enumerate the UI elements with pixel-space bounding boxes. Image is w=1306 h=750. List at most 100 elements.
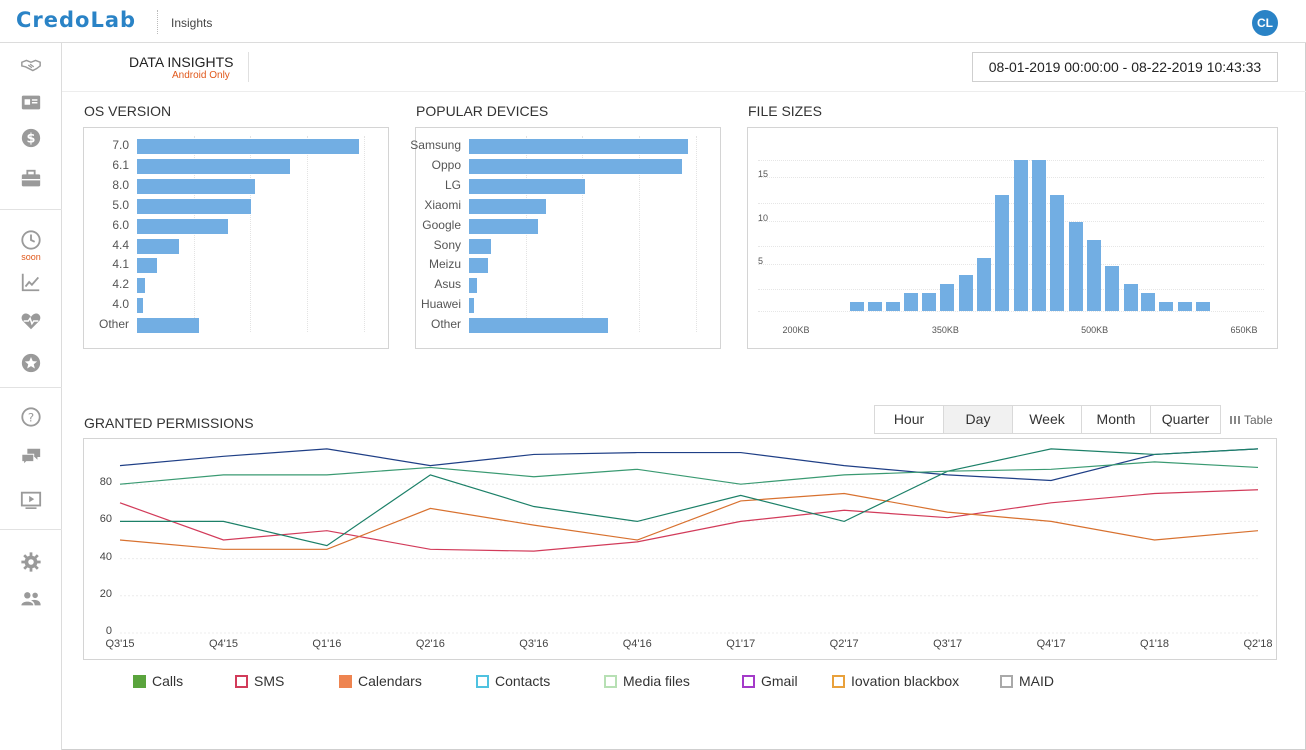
series-line-calls[interactable] bbox=[119, 448, 1259, 482]
file-sizes-bar[interactable] bbox=[1049, 195, 1064, 311]
os-version-bar[interactable] bbox=[137, 238, 180, 254]
legend-item-calendars[interactable]: Calendars bbox=[339, 673, 422, 689]
tab-month[interactable]: Month bbox=[1082, 406, 1151, 433]
os-version-bar[interactable] bbox=[137, 139, 359, 154]
user-avatar[interactable]: CL bbox=[1252, 10, 1278, 36]
devices-bar[interactable] bbox=[469, 258, 489, 274]
file-sizes-bar[interactable] bbox=[1196, 302, 1211, 311]
legend-swatch bbox=[832, 674, 845, 688]
file-sizes-title: FILE SIZES bbox=[748, 103, 822, 119]
file-sizes-bar[interactable] bbox=[1123, 284, 1138, 311]
series-line-media-files[interactable] bbox=[119, 461, 1259, 485]
os-version-tick-label: 5.0 bbox=[112, 197, 129, 212]
file-sizes-bar[interactable] bbox=[1013, 159, 1028, 311]
tab-day[interactable]: Day bbox=[944, 406, 1013, 433]
file-sizes-x-tick: 200KB bbox=[782, 325, 810, 335]
sidebar-item-partners[interactable] bbox=[0, 50, 62, 80]
file-sizes-bar[interactable] bbox=[849, 302, 864, 311]
legend-swatch bbox=[476, 674, 489, 688]
os-version-bar[interactable] bbox=[137, 158, 290, 174]
devices-bar[interactable] bbox=[469, 158, 682, 174]
file-sizes-bar[interactable] bbox=[959, 275, 974, 311]
os-version-bar[interactable] bbox=[137, 278, 146, 294]
popular-devices-chart: Samsung Oppo LG Xiaomi Google Sony Meizu Asus Hu… bbox=[410, 127, 721, 349]
file-sizes-bar[interactable] bbox=[995, 195, 1010, 311]
legend-swatch bbox=[604, 674, 617, 688]
series-line-contacts[interactable] bbox=[120, 448, 1259, 547]
table-view-toggle[interactable]: Table bbox=[1230, 413, 1273, 427]
os-version-tick-label: 4.1 bbox=[112, 257, 129, 272]
devices-bar[interactable] bbox=[469, 278, 478, 294]
sidebar-item-team[interactable] bbox=[0, 584, 62, 614]
id-card-icon bbox=[21, 95, 41, 110]
os-version-tick-label: Other bbox=[98, 317, 129, 332]
page-title: DATA INSIGHTS bbox=[129, 54, 234, 70]
play-icon bbox=[20, 491, 42, 509]
sidebar-item-help[interactable]: ? bbox=[0, 402, 62, 432]
series-line-sms[interactable] bbox=[119, 489, 1259, 552]
sidebar-item-settings[interactable] bbox=[0, 547, 62, 577]
devices-bar[interactable] bbox=[469, 298, 475, 314]
file-sizes-y-tick: 5 bbox=[758, 255, 764, 266]
credolab-logo[interactable]: CredoLab bbox=[16, 8, 137, 32]
file-sizes-bar[interactable] bbox=[940, 284, 955, 311]
os-version-chart: 7.0 6.1 8.0 5.0 6.0 4.4 4.1 4.2 4.0 Other bbox=[83, 127, 389, 349]
tab-hour[interactable]: Hour bbox=[875, 406, 944, 433]
sidebar-item-videos[interactable] bbox=[0, 485, 62, 515]
legend-item-iovation-blackbox[interactable]: Iovation blackbox bbox=[832, 673, 959, 689]
file-sizes-bar[interactable] bbox=[885, 302, 900, 311]
tab-quarter[interactable]: Quarter bbox=[1151, 406, 1220, 433]
sidebar-item-history[interactable] bbox=[0, 225, 62, 255]
os-version-tick-label: 4.2 bbox=[112, 277, 129, 292]
sidebar-item-messages[interactable] bbox=[0, 442, 62, 472]
os-version-bar[interactable] bbox=[137, 298, 143, 314]
file-sizes-bar[interactable] bbox=[1086, 239, 1101, 311]
permissions-x-tick: Q1'17 bbox=[726, 638, 756, 650]
file-sizes-bar[interactable] bbox=[1159, 302, 1174, 311]
devices-bar[interactable] bbox=[469, 198, 547, 214]
legend-item-gmail[interactable]: Gmail bbox=[742, 673, 798, 689]
file-sizes-bar[interactable] bbox=[1031, 159, 1046, 311]
sidebar-item-billing[interactable]: $ bbox=[0, 123, 62, 153]
sidebar-item-profiles[interactable] bbox=[0, 87, 62, 117]
permissions-x-tick: Q1'18 bbox=[1140, 638, 1170, 650]
os-version-bar[interactable] bbox=[137, 198, 252, 214]
sidebar-item-portfolio[interactable] bbox=[0, 164, 62, 194]
legend-item-calls[interactable]: Calls bbox=[133, 673, 183, 689]
tab-week[interactable]: Week bbox=[1013, 406, 1082, 433]
legend-item-sms[interactable]: SMS bbox=[235, 673, 284, 689]
legend-item-media-files[interactable]: Media files bbox=[604, 673, 690, 689]
soon-badge: soon bbox=[21, 252, 41, 262]
file-sizes-bar[interactable] bbox=[867, 302, 882, 311]
devices-bar[interactable] bbox=[469, 218, 539, 234]
devices-bar[interactable] bbox=[469, 318, 608, 334]
star-icon bbox=[21, 353, 41, 373]
users-icon bbox=[21, 592, 41, 606]
table-label: Table bbox=[1244, 413, 1273, 427]
os-version-bar[interactable] bbox=[137, 218, 228, 234]
devices-bar[interactable] bbox=[469, 238, 492, 254]
sidebar-item-health[interactable] bbox=[0, 306, 62, 336]
file-sizes-x-tick: 650KB bbox=[1230, 325, 1258, 335]
sidebar-item-favorites[interactable] bbox=[0, 348, 62, 378]
file-sizes-bar[interactable] bbox=[977, 257, 992, 311]
file-sizes-bar[interactable] bbox=[922, 293, 937, 311]
devices-bar[interactable] bbox=[469, 178, 586, 194]
date-range-picker[interactable]: 08-01-2019 00:00:00 - 08-22-2019 10:43:3… bbox=[972, 52, 1278, 82]
series-line-calendars[interactable] bbox=[119, 492, 1259, 550]
file-sizes-bar[interactable] bbox=[1068, 221, 1083, 311]
legend-label: SMS bbox=[254, 673, 285, 689]
file-sizes-bar[interactable] bbox=[1104, 266, 1119, 311]
os-version-bar[interactable] bbox=[137, 318, 200, 334]
legend-swatch bbox=[1000, 674, 1013, 688]
file-sizes-bar[interactable] bbox=[904, 293, 919, 311]
devices-bar[interactable] bbox=[469, 139, 688, 154]
legend-item-maid[interactable]: MAID bbox=[1000, 673, 1054, 689]
sidebar-item-trends[interactable] bbox=[0, 267, 62, 297]
file-sizes-bar[interactable] bbox=[1141, 293, 1156, 311]
file-sizes-bar[interactable] bbox=[1178, 302, 1193, 311]
permissions-y-tick: 40 bbox=[99, 550, 112, 563]
os-version-bar[interactable] bbox=[137, 258, 157, 274]
os-version-bar[interactable] bbox=[137, 178, 255, 194]
legend-item-contacts[interactable]: Contacts bbox=[476, 673, 550, 689]
